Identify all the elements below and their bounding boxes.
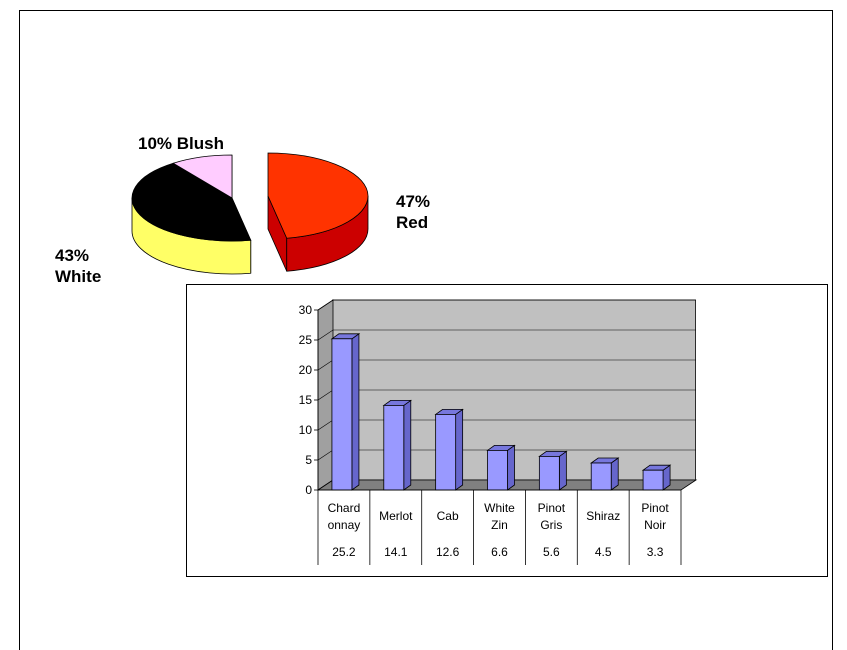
gridline xyxy=(317,329,696,341)
bar-chart-frame: 0 5 10 15 20 25 30 Chard onnay 25.2 Merlot 14.1 Cab 1… xyxy=(186,284,828,577)
x-tick-label: Shiraz xyxy=(586,509,620,523)
x-tick-label: Pinot xyxy=(538,501,566,515)
data-table-value: 12.6 xyxy=(436,545,460,559)
x-tick-label: Merlot xyxy=(379,509,413,523)
bar xyxy=(383,405,405,491)
y-tick-label: 5 xyxy=(305,453,312,467)
y-tick-label: 0 xyxy=(305,483,312,497)
y-tick-label: 20 xyxy=(299,363,313,377)
x-tick-label: Chard xyxy=(328,501,361,515)
x-tick-label: Zin xyxy=(491,518,508,532)
data-table-value: 3.3 xyxy=(647,545,664,559)
bar xyxy=(642,469,664,491)
bar-side xyxy=(558,450,567,491)
pie-slice-blush-top xyxy=(172,154,233,199)
data-table-value: 14.1 xyxy=(384,545,408,559)
data-table-value: 4.5 xyxy=(595,545,612,559)
gridline xyxy=(317,299,696,311)
y-tick-label: 15 xyxy=(299,393,313,407)
bar xyxy=(590,462,612,491)
bar xyxy=(331,338,353,491)
data-table-value: 5.6 xyxy=(543,545,560,559)
y-tick-label: 10 xyxy=(299,423,313,437)
data-table-value: 6.6 xyxy=(491,545,508,559)
pie-label-white: 43% White xyxy=(55,246,102,286)
bar xyxy=(538,455,560,491)
bar-chart: 0 5 10 15 20 25 30 Chard onnay 25.2 Merlot 14.1 Cab 1… xyxy=(299,299,698,565)
bar xyxy=(487,449,508,491)
pie-chart xyxy=(131,152,369,275)
data-table-value: 25.2 xyxy=(332,545,356,559)
bar-side xyxy=(351,333,360,491)
x-tick-label: Noir xyxy=(644,518,666,532)
x-tick-label: Pinot xyxy=(641,501,669,515)
bar xyxy=(435,413,457,491)
bar-side xyxy=(403,399,412,491)
x-tick-label: Cab xyxy=(437,509,459,523)
pie-slice-white-top xyxy=(131,162,252,242)
pie-slice-red-top xyxy=(267,152,369,239)
bar-side xyxy=(610,457,619,491)
bar-side xyxy=(455,408,464,491)
x-tick-label: onnay xyxy=(328,518,361,532)
y-tick-label: 30 xyxy=(299,303,313,317)
x-tick-label: White xyxy=(484,501,515,515)
pie-label-blush: 10% Blush xyxy=(138,134,224,153)
y-tick-label: 25 xyxy=(299,333,313,347)
x-tick-label: Gris xyxy=(540,518,562,532)
bar-side xyxy=(507,444,515,491)
slide-frame xyxy=(19,10,833,650)
pie-label-red: 47% Red xyxy=(396,192,431,232)
